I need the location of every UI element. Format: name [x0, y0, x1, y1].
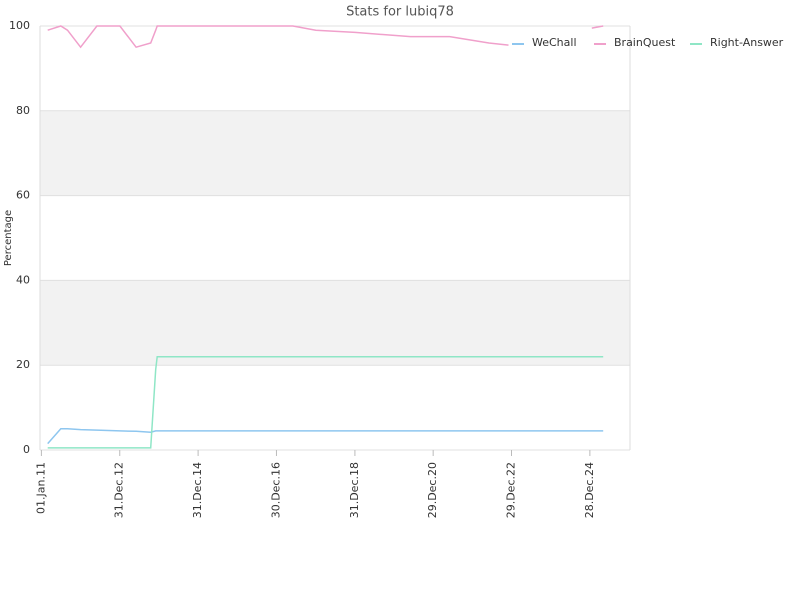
- y-axis-label: Percentage: [3, 210, 14, 266]
- x-tick-label: 29.Dec.22: [505, 462, 518, 518]
- y-tick-label: 100: [9, 19, 30, 32]
- x-tick-label: 31.Dec.18: [348, 462, 361, 518]
- x-tick-label: 30.Dec.16: [269, 462, 282, 518]
- legend-label: WeChall: [532, 36, 577, 49]
- series-line: [47, 355, 604, 449]
- legend-label: Right-Answer: [710, 36, 784, 49]
- chart-title: Stats for lubiq78: [346, 5, 454, 20]
- y-tick-label: 60: [16, 189, 30, 202]
- y-tick-label: 20: [16, 358, 30, 371]
- plot-band: [40, 110, 630, 196]
- x-tick-label: 31.Dec.14: [191, 462, 204, 518]
- series-line: [47, 428, 604, 445]
- x-tick-label: 01.Jan.11: [34, 462, 47, 514]
- x-tick-label: 28.Dec.24: [583, 462, 596, 518]
- legend-label: BrainQuest: [614, 36, 676, 49]
- y-tick-label: 40: [16, 273, 30, 286]
- x-tick-label: 29.Dec.20: [426, 462, 439, 518]
- series-line: [47, 25, 604, 49]
- y-tick-label: 0: [23, 443, 30, 456]
- plot-band: [40, 280, 630, 366]
- x-tick-label: 31.Dec.12: [113, 462, 126, 518]
- y-tick-label: 80: [16, 104, 30, 117]
